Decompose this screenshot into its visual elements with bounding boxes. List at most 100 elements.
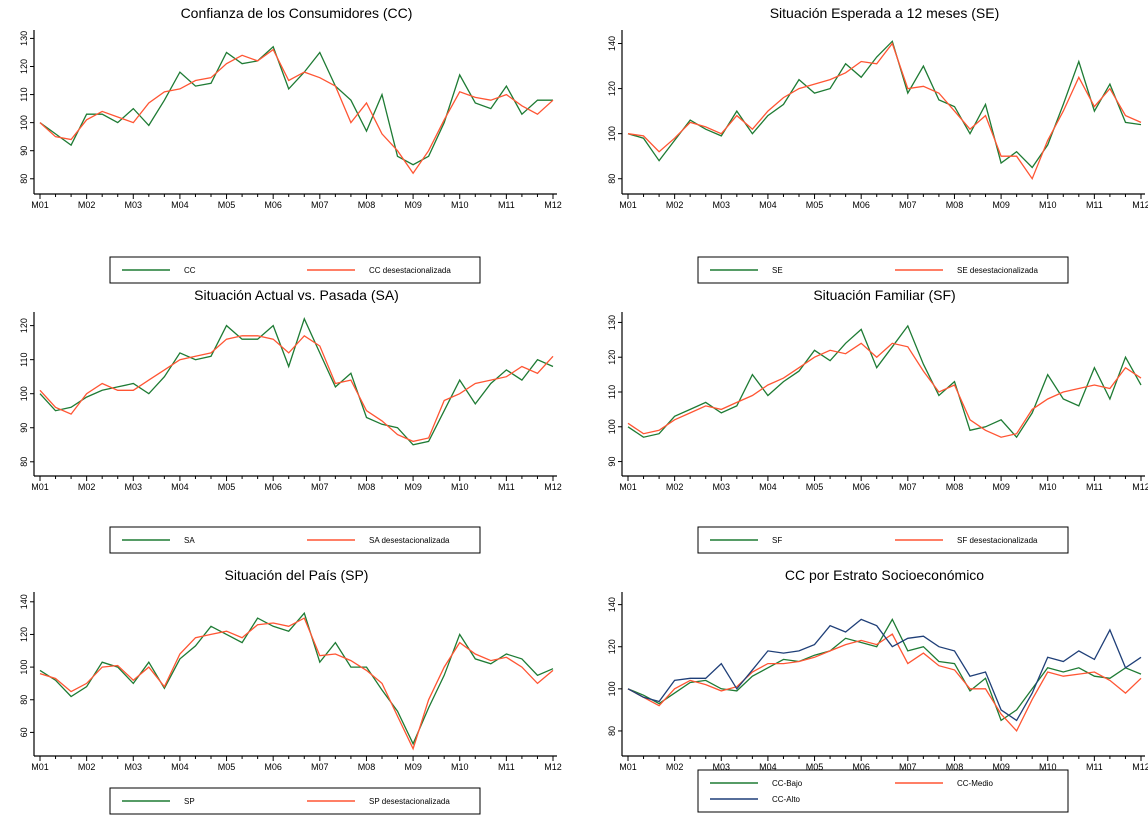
x-tick-label: M10 [451,762,469,772]
x-tick-label: M08 [358,762,376,772]
legend-label: SF desestacionalizada [957,536,1038,545]
legend-label: SE desestacionalizada [957,266,1038,275]
y-tick-label: 110 [19,87,29,101]
x-tick-label: M09 [992,762,1010,772]
x-tick-label: M06 [852,200,870,210]
series-line [627,42,1142,181]
x-tick-label: M02 [666,762,684,772]
legend-box [697,526,1069,554]
x-tick-label: M05 [218,200,236,210]
x-tick-label: M06 [264,482,282,492]
legend-box [697,256,1069,284]
series-line [39,334,554,443]
x-tick-label: M03 [125,200,143,210]
x-tick-label: M02 [78,762,96,772]
y-tick-label: 120 [607,81,617,96]
x-tick-label: M02 [78,482,96,492]
x-tick-label: M06 [852,482,870,492]
y-tick-label: 120 [19,627,29,642]
y-tick-label: 80 [19,174,29,184]
x-tick-label: M05 [218,762,236,772]
y-tick-label: 90 [19,146,29,156]
x-tick-label: M05 [806,200,824,210]
x-tick-label: M06 [264,200,282,210]
y-tick-label: 130 [19,31,29,46]
y-tick-label: 100 [607,419,617,434]
legend-label: SP desestacionalizada [369,797,450,806]
series-line [627,618,1142,722]
x-tick-label: M12 [544,200,562,210]
x-tick-label: M05 [806,482,824,492]
x-tick-label: M04 [171,762,189,772]
legend-label: SA desestacionalizada [369,536,450,545]
x-tick-label: M11 [1086,200,1103,210]
x-tick-label: M04 [759,482,777,492]
y-tick-label: 100 [19,660,29,675]
x-tick-label: M04 [759,200,777,210]
y-tick-label: 90 [19,423,29,433]
x-tick-label: M01 [619,200,637,210]
y-tick-label: 140 [607,36,617,51]
x-tick-label: M09 [404,200,422,210]
series-line [39,317,554,446]
x-tick-label: M01 [619,762,637,772]
x-tick-label: M09 [992,200,1010,210]
x-tick-label: M02 [78,200,96,210]
legend-box [109,787,481,815]
x-tick-label: M11 [498,200,515,210]
legend-label: CC-Medio [957,779,994,788]
series-line [39,611,554,746]
y-tick-label: 120 [19,59,29,74]
x-tick-label: M03 [713,200,731,210]
x-tick-label: M10 [1039,200,1057,210]
x-tick-label: M02 [666,200,684,210]
x-tick-label: M06 [264,762,282,772]
series-line [627,342,1142,438]
x-tick-label: M12 [544,482,562,492]
x-tick-label: M10 [1039,762,1057,772]
x-tick-label: M09 [404,482,422,492]
x-tick-label: M05 [806,762,824,772]
y-tick-label: 80 [607,726,617,736]
x-tick-label: M12 [1132,762,1148,772]
series-line [627,633,1142,733]
y-tick-label: 110 [19,352,29,366]
x-tick-label: M11 [498,482,515,492]
legend-label: CC [184,266,196,275]
x-tick-label: M04 [759,762,777,772]
x-tick-label: M10 [451,482,469,492]
y-tick-label: 60 [19,727,29,737]
x-tick-label: M08 [358,200,376,210]
x-tick-label: M11 [1086,482,1103,492]
x-tick-label: M07 [311,482,329,492]
legend-label: SP [184,797,195,806]
series-line [627,40,1142,169]
y-tick-label: 140 [19,594,29,609]
x-tick-label: M12 [1132,200,1148,210]
chart-title: Situación del País (SP) [225,567,369,583]
series-line [39,617,554,751]
x-tick-label: M08 [358,482,376,492]
series-line [627,618,1142,722]
x-tick-label: M11 [1086,762,1103,772]
x-tick-label: M07 [311,200,329,210]
x-tick-label: M04 [171,200,189,210]
y-tick-label: 120 [607,639,617,654]
chart-title: Situación Familiar (SF) [813,287,955,303]
x-tick-label: M03 [125,482,143,492]
legend-label: SE [772,266,783,275]
y-tick-label: 140 [607,597,617,612]
x-tick-label: M01 [31,762,49,772]
x-tick-label: M03 [125,762,143,772]
y-tick-label: 110 [607,385,617,399]
legend-label: SF [772,536,782,545]
x-tick-label: M11 [498,762,515,772]
x-tick-label: M07 [899,200,917,210]
y-tick-label: 120 [19,318,29,333]
x-tick-label: M03 [713,482,731,492]
legend-box [109,256,481,284]
x-tick-label: M10 [1039,482,1057,492]
x-tick-label: M08 [946,200,964,210]
